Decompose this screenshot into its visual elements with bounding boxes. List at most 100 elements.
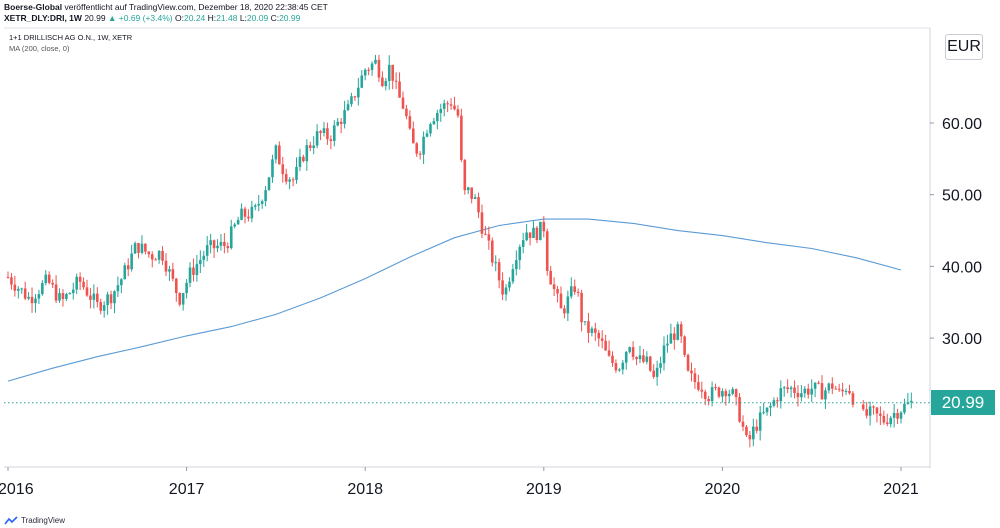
candle-body [140,243,144,253]
candle-body [631,347,635,358]
candle-body [332,125,336,141]
candle-body [401,97,405,109]
candle-body [607,350,611,356]
candle-body [82,281,85,288]
candle-body [219,241,223,246]
candle-body [703,391,707,399]
symbol-label: XETR_DLY:DRI, 1W [4,13,82,23]
candle-body [710,387,714,402]
candle-body [521,240,525,247]
candle-body [473,197,477,199]
candle-body [17,288,20,291]
candle-body [721,391,724,397]
candle-body [803,388,807,394]
x-tick-label: 2017 [169,481,205,498]
candle-body [247,216,250,219]
candle-body [697,382,700,390]
candle-body [789,387,793,390]
candle-body [195,264,199,275]
candle-body [662,345,666,364]
candle-body [236,219,240,225]
candle-body [652,370,656,377]
candle-body [250,206,254,219]
candle-body [490,240,494,263]
candle-body [587,321,590,333]
candle-body [415,143,419,154]
candle-body [772,400,776,406]
x-tick-label: 2020 [705,481,741,498]
x-tick-label: 2021 [883,481,919,498]
candle-body [848,390,851,394]
candle-body [600,338,604,341]
last-price-tag: 20.99 [931,390,995,415]
candle-body [30,296,34,304]
candle-body [882,415,886,423]
candle-body [384,80,388,87]
change-value: +0.69 (+3.4%) [118,13,173,23]
candle-body [192,267,195,275]
candle-body [267,177,271,191]
candle-body [635,357,638,360]
candle-body [394,80,398,82]
candle-body [157,250,161,260]
publisher-name[interactable]: Boerse-Global [4,2,63,12]
candle-body [54,284,58,301]
candle-body [27,296,30,299]
candle-body [484,233,487,235]
candle-body [161,250,164,261]
candle-body [260,201,264,204]
open-value: 20.24 [184,13,206,23]
candle-body [360,75,364,88]
candle-body [738,397,741,422]
candle-body [96,293,99,302]
candle-body [205,245,209,256]
candle-body [168,269,171,272]
candle-body [150,254,154,260]
close-value: 20.99 [279,13,301,23]
candle-body [456,109,460,116]
candle-body [480,212,484,234]
candle-body [68,293,72,295]
candle-body [178,292,182,305]
candle-body [762,412,765,414]
candle-body [539,221,542,241]
y-tick-label: 30.00 [942,331,982,348]
candle-body [387,64,391,81]
candle-body [353,96,357,98]
candle-body [594,328,597,333]
candle-body [752,426,755,440]
candle-body [892,412,896,418]
candle-body [442,103,446,109]
candle-body [834,388,838,390]
candle-body [109,294,113,304]
tradingview-brand[interactable]: TradingView [21,516,66,525]
currency-label[interactable]: EUR [945,34,983,60]
candle-body [501,280,504,295]
candle-body [817,382,820,384]
candle-body [113,291,116,304]
candle-body [58,293,61,301]
candle-body [315,131,319,146]
ma-indicator-label[interactable]: MA (200, close, 0) [9,44,70,53]
candle-body [164,260,168,272]
candle-body [645,356,649,362]
candle-body [339,121,343,124]
candle-body [405,108,408,117]
candle-body [597,332,601,339]
candle-body [566,296,570,314]
candle-body [800,393,803,398]
candle-body [446,103,449,105]
candle-body [731,389,735,394]
candle-body [604,340,607,351]
candle-body [628,347,631,352]
candle-body [899,412,903,419]
candle-body [717,387,721,397]
candle-body [621,362,625,370]
candle-body [559,293,563,309]
candle-body [370,63,374,70]
candle-body [470,187,473,199]
x-tick-label: 2019 [526,481,562,498]
candle-body [532,227,535,238]
candle-body [257,203,261,206]
